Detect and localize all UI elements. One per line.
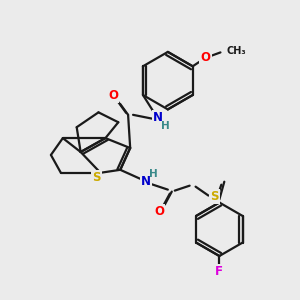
Text: N: N: [141, 175, 151, 188]
Text: O: O: [201, 51, 211, 64]
Text: CH₃: CH₃: [226, 46, 246, 56]
Text: H: H: [148, 169, 157, 179]
Text: F: F: [215, 266, 223, 278]
Text: S: S: [92, 171, 101, 184]
Text: S: S: [210, 190, 219, 203]
Text: H: H: [161, 121, 170, 131]
Text: N: N: [153, 111, 163, 124]
Text: O: O: [154, 205, 164, 218]
Text: O: O: [108, 88, 118, 101]
